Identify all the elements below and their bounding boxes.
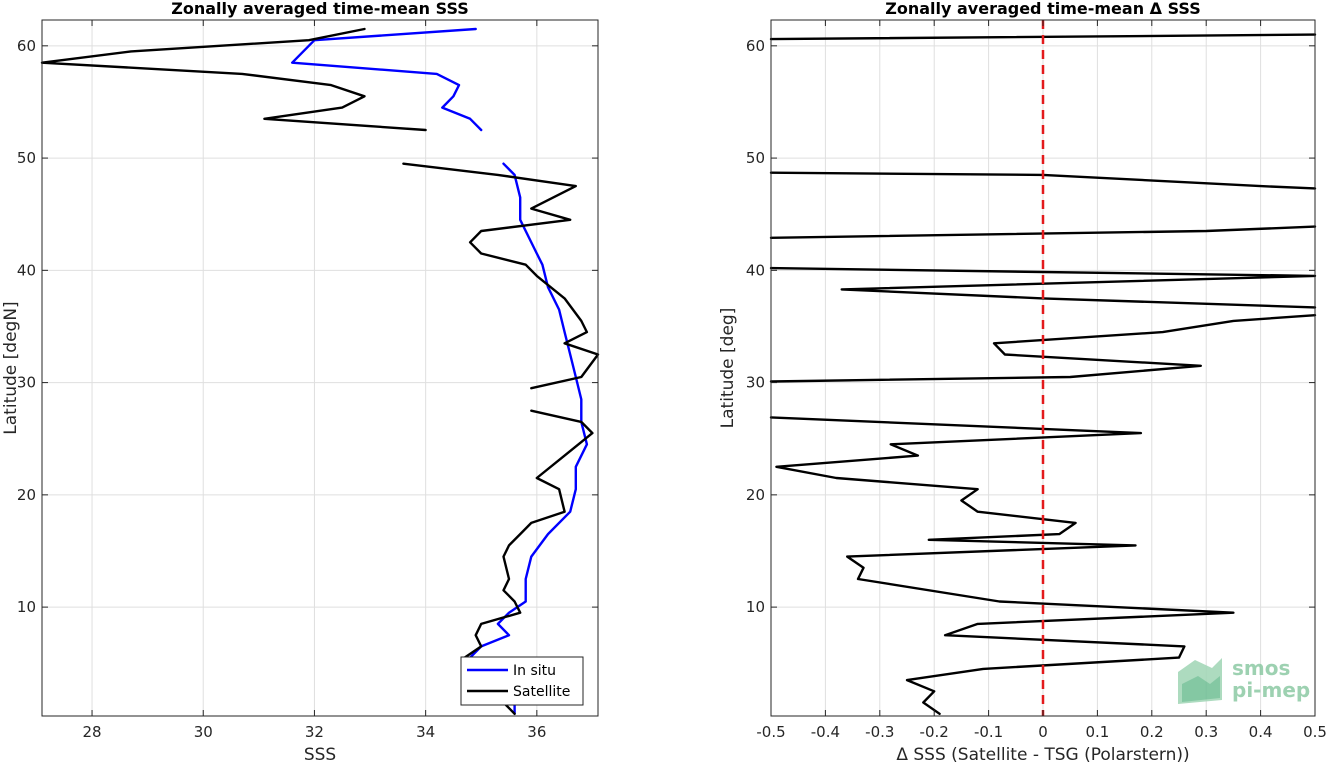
x-tick-label: 0.4: [1249, 723, 1273, 741]
x-tick-label: 36: [527, 723, 546, 741]
axes-box-sss: [41, 19, 599, 717]
x-tick-label: -0.2: [920, 723, 949, 741]
xlabel-delta: Δ SSS (Satellite - TSG (Polarstern)): [896, 745, 1189, 764]
x-tick-label: 0.5: [1303, 723, 1327, 741]
legend-box: [460, 656, 584, 706]
legend: In situ Satellite: [460, 656, 584, 706]
legend-satellite-label: Satellite: [513, 684, 570, 700]
y-tick-label: 10: [17, 598, 36, 616]
ticks-sss: 28 30 32 34 36 10 20 30 40 50 60: [17, 20, 598, 741]
series-line-delta-0-2: [769, 225, 1317, 240]
y-tick-label: 50: [17, 149, 36, 167]
logo-wave-icon-inner: [1182, 676, 1220, 702]
series-line-delta-0-3: [769, 266, 1317, 309]
title-delta: Zonally averaged time-mean Δ SSS: [885, 0, 1201, 18]
x-tick-label: 0: [1038, 723, 1048, 741]
y-tick-label: 10: [746, 598, 765, 616]
logo-text-smos: smos: [1232, 656, 1290, 680]
series-line-sss-1-0: [40, 27, 427, 132]
x-tick-label: 30: [194, 723, 213, 741]
x-tick-label: 0.2: [1140, 723, 1164, 741]
xlabel-sss: SSS: [304, 745, 336, 764]
y-tick-label: 50: [746, 149, 765, 167]
y-tick-label: 60: [746, 37, 765, 55]
x-tick-label: 32: [305, 723, 324, 741]
legend-insitu-label: In situ: [513, 663, 556, 679]
smos-pimep-logo: smos pi-mep: [1178, 656, 1310, 704]
x-tick-label: 0.3: [1194, 723, 1218, 741]
y-tick-label: 30: [746, 374, 765, 392]
x-tick-label: -0.4: [811, 723, 840, 741]
y-tick-label: 30: [17, 374, 36, 392]
series-line-delta-0-5: [769, 416, 1235, 715]
y-tick-label: 20: [746, 486, 765, 504]
ylabel-sss: Latitude [degN]: [1, 301, 21, 434]
grid-sss: [42, 20, 598, 716]
ylabel-delta: Latitude [deg]: [718, 308, 738, 429]
x-tick-label: -0.5: [756, 723, 785, 741]
y-tick-label: 20: [17, 486, 36, 504]
panel-sss: 28 30 32 34 36 10 20 30 40 50 60 Zonally averaged …: [1, 0, 600, 764]
y-tick-label: 40: [17, 261, 36, 279]
x-tick-label: 28: [82, 723, 101, 741]
x-tick-label: -0.1: [974, 723, 1003, 741]
panel-delta-sss: -0.5 -0.4 -0.3 -0.2 -0.1 0 0.1 0.2 0.3 0.4 0.5 10 20…: [718, 0, 1327, 764]
series-line-delta-0-1: [769, 171, 1317, 190]
ticks-delta: -0.5 -0.4 -0.3 -0.2 -0.1 0 0.1 0.2 0.3 0.4 0.5 10 20…: [746, 20, 1327, 741]
plot-area-sss: [42, 20, 598, 716]
x-tick-label: 34: [416, 723, 435, 741]
logo-text-pimep: pi-mep: [1232, 678, 1310, 702]
x-tick-label: 0.1: [1085, 723, 1109, 741]
y-tick-label: 40: [746, 261, 765, 279]
x-tick-label: -0.3: [865, 723, 894, 741]
series-line-sss-1-1: [402, 162, 600, 390]
series-line-sss-0-0: [291, 27, 483, 132]
title-sss: Zonally averaged time-mean SSS: [171, 0, 469, 18]
series-delta: [769, 20, 1317, 716]
series-line-delta-0-4: [769, 314, 1317, 383]
y-tick-label: 60: [17, 37, 36, 55]
